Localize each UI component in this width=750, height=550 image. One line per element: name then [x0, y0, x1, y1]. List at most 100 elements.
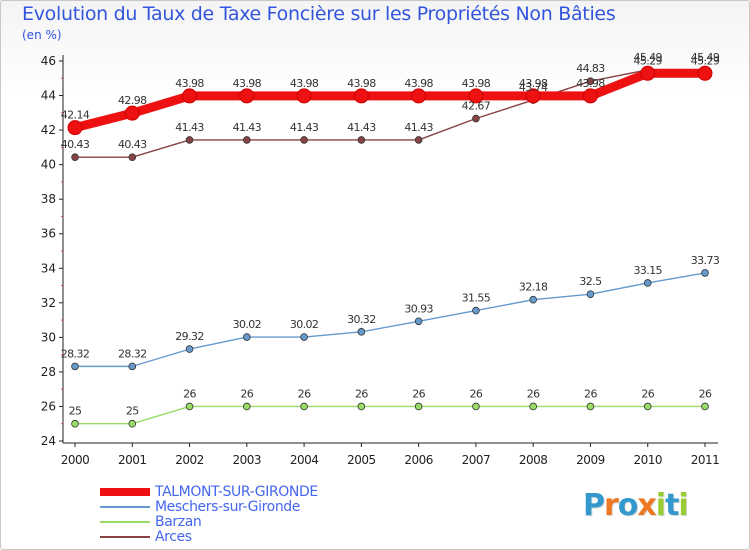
x-tick-label: 2007 — [462, 453, 491, 467]
logo-letter: i — [678, 488, 688, 523]
data-point — [185, 345, 194, 353]
y-tick-label: 24 — [41, 434, 56, 448]
data-label: 43.98 — [175, 77, 204, 90]
logo-letter: i — [655, 488, 666, 523]
data-label: 32.5 — [579, 275, 602, 288]
data-point — [71, 153, 79, 162]
data-label: 43.98 — [404, 77, 433, 90]
logo-letter: x — [637, 488, 656, 523]
y-tick-label: 30 — [41, 330, 56, 344]
x-tick-label: 2008 — [519, 453, 548, 467]
data-point — [300, 333, 308, 341]
x-tick-label: 2004 — [290, 453, 319, 467]
data-label: 43.98 — [347, 77, 376, 90]
data-point — [697, 65, 713, 81]
data-label: 28.32 — [61, 347, 90, 360]
y-tick-label: 40 — [41, 158, 56, 172]
data-label: 26 — [699, 387, 712, 400]
data-label: 26 — [240, 387, 253, 400]
data-label: 42.98 — [118, 94, 147, 107]
data-point — [67, 120, 83, 136]
proxiti-logo: Proxiti — [583, 488, 689, 523]
data-label: 40.43 — [118, 138, 147, 151]
data-point — [353, 88, 369, 104]
data-point — [128, 419, 137, 428]
y-tick-label: 26 — [41, 399, 56, 413]
data-point — [128, 362, 137, 371]
x-tick-label: 2000 — [61, 453, 90, 467]
x-tick-label: 2005 — [347, 453, 376, 467]
data-label: 30.32 — [347, 313, 376, 326]
series-line — [74, 69, 706, 158]
data-label: 26 — [584, 387, 597, 400]
legend-swatch-talmont — [100, 488, 150, 496]
data-label: 26 — [183, 387, 196, 400]
y-tick-label: 32 — [41, 296, 56, 310]
legend-label-barzan: Barzan — [155, 514, 202, 530]
data-point — [71, 419, 79, 428]
data-label: 45.29 — [691, 54, 720, 67]
data-point — [182, 88, 198, 104]
data-label: 41.43 — [233, 121, 262, 134]
data-point — [582, 88, 598, 104]
data-point — [411, 88, 427, 104]
data-point — [128, 153, 137, 162]
y-tick-label: 28 — [41, 365, 56, 379]
data-label: 42.67 — [462, 100, 491, 113]
logo-letter: o — [617, 488, 639, 523]
x-tick-label: 2003 — [233, 453, 262, 467]
data-label: 43.98 — [233, 77, 262, 90]
data-point — [243, 333, 251, 341]
data-point — [239, 88, 255, 104]
data-label: 33.73 — [691, 254, 720, 267]
logo-letter: t — [665, 488, 679, 523]
data-label: 26 — [412, 387, 425, 400]
y-tick-label: 38 — [41, 192, 56, 206]
data-label: 25 — [126, 405, 139, 418]
data-label: 45.49 — [633, 51, 662, 64]
data-label: 32.18 — [519, 281, 548, 294]
x-tick-label: 2002 — [175, 453, 204, 467]
data-point — [71, 362, 79, 371]
x-tick-label: 2001 — [118, 453, 147, 467]
data-point — [586, 402, 595, 411]
data-point — [472, 402, 480, 411]
data-point — [701, 402, 709, 411]
y-tick-label: 42 — [41, 123, 56, 137]
data-label: 26 — [641, 387, 654, 400]
data-label: 43.98 — [576, 77, 605, 90]
data-label: 43.98 — [462, 77, 491, 90]
data-label: 26 — [298, 387, 311, 400]
x-tick-label: 2009 — [576, 453, 605, 467]
data-point — [243, 402, 251, 411]
data-point — [529, 295, 537, 304]
x-tick-label: 2006 — [404, 453, 433, 467]
data-point — [643, 279, 652, 287]
data-label: 29.32 — [175, 330, 204, 343]
y-tick-label: 34 — [41, 261, 56, 275]
data-label: 28.32 — [118, 347, 147, 360]
logo-letter: r — [604, 488, 619, 523]
data-point — [185, 402, 194, 411]
data-point — [414, 317, 423, 326]
data-point — [640, 65, 656, 81]
data-point — [243, 136, 251, 144]
data-label: 41.43 — [175, 121, 204, 134]
data-point — [472, 114, 480, 123]
data-label: 26 — [355, 387, 368, 400]
data-label: 26 — [470, 387, 483, 400]
data-label: 43.98 — [290, 77, 319, 90]
legend-label-arces: Arces — [155, 529, 192, 545]
legend-swatch-barzan — [100, 521, 150, 523]
data-label: 41.43 — [290, 121, 319, 134]
data-point — [586, 290, 595, 298]
data-label: 33.15 — [633, 264, 662, 277]
data-label: 26 — [527, 387, 540, 400]
y-axis-unit: (en %) — [22, 28, 62, 42]
data-point — [525, 88, 541, 104]
data-label: 42.14 — [61, 109, 90, 122]
y-tick-label: 46 — [41, 54, 56, 68]
x-tick-label: 2011 — [691, 453, 720, 467]
legend-label-meschers: Meschers-sur-Gironde — [155, 499, 300, 515]
